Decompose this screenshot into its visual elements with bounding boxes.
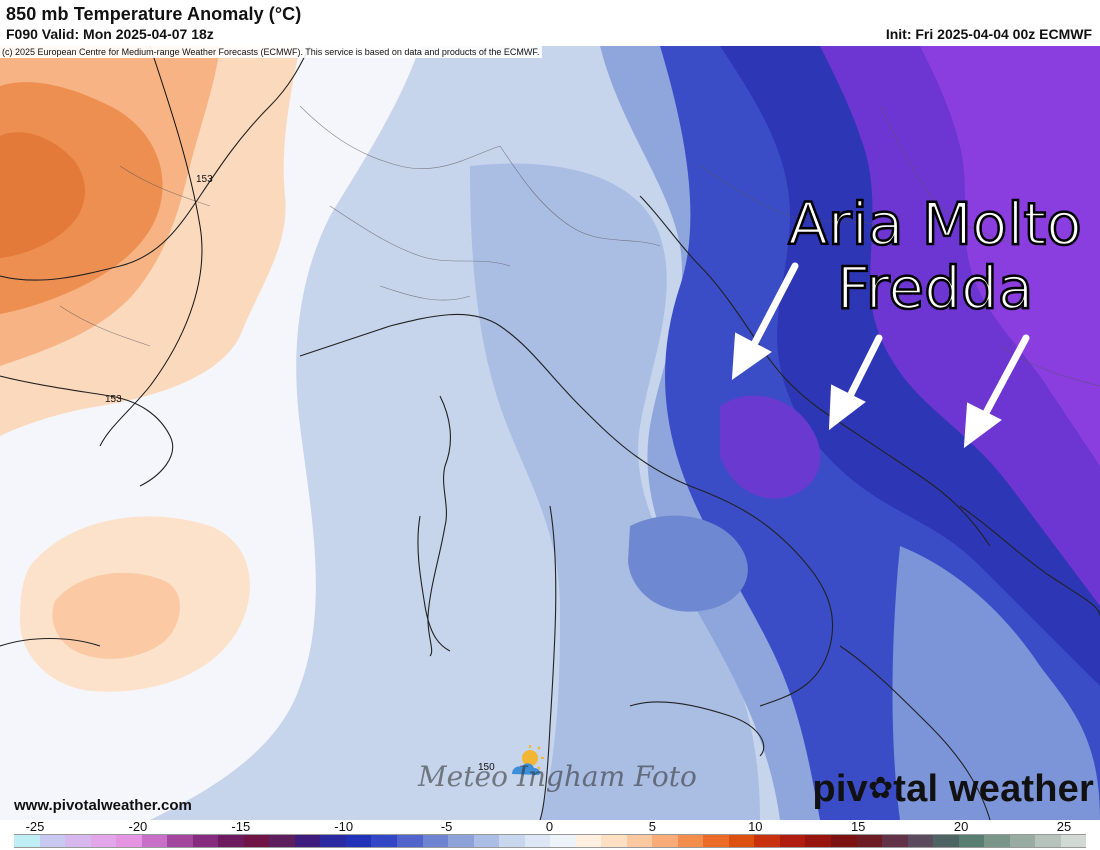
colorbar-swatch	[831, 835, 857, 847]
colorbar-swatch	[779, 835, 806, 847]
brand-text-right: tal weather	[893, 768, 1094, 810]
colorbar-swatch	[294, 835, 321, 847]
colorbar-swatch	[345, 835, 372, 847]
colorbar-swatch	[269, 835, 295, 847]
colorbar-swatch	[728, 835, 755, 847]
callout-line-1: Aria Molto	[787, 190, 1083, 258]
colorbar-swatch	[14, 835, 40, 847]
colorbar-tick-label: 15	[850, 819, 866, 834]
callout-line-2: Fredda	[835, 254, 1034, 322]
colorbar-swatch	[933, 835, 959, 847]
colorbar-swatch	[320, 835, 346, 847]
cold-air-callout: Aria Molto Fredda	[785, 190, 1085, 322]
contour-label: 150	[478, 762, 495, 773]
colorbar-swatch	[984, 835, 1010, 847]
colorbar-tick-label: 25	[1056, 819, 1072, 834]
colorbar-swatch	[601, 835, 627, 847]
colorbar-swatch	[652, 835, 678, 847]
colorbar-tick-label: 5	[648, 819, 657, 834]
colorbar-tick-label: -5	[440, 819, 453, 834]
colorbar-tick-label: -25	[25, 819, 45, 834]
colorbar-swatch	[703, 835, 729, 847]
map-title: 850 mb Temperature Anomaly (°C)	[6, 4, 302, 24]
colorbar-swatch	[422, 835, 449, 847]
colorbar	[14, 834, 1087, 848]
contour-label: 153	[196, 174, 213, 185]
colorbar-swatch	[371, 835, 397, 847]
colorbar-tick-label: -15	[231, 819, 251, 834]
watermark-text: Meteo Ingham Foto	[418, 760, 697, 793]
colorbar-swatch	[396, 835, 423, 847]
colorbar-tick-label: 10	[748, 819, 763, 834]
colorbar-swatch	[677, 835, 704, 847]
colorbar-swatch	[141, 835, 168, 847]
colorbar-swatch	[805, 835, 831, 847]
colorbar-swatch	[907, 835, 934, 847]
colorbar-swatch	[1009, 835, 1036, 847]
brand-logo: piv✿tal weather	[812, 768, 1094, 811]
colorbar-swatch	[575, 835, 602, 847]
gear-icon: ✿	[867, 772, 894, 805]
colorbar-swatch	[116, 835, 142, 847]
colorbar-swatch	[856, 835, 883, 847]
sun-cloud-icon	[512, 745, 544, 775]
colorbar-ticks: -25 -20 -15 -10 -5 0 5 10 15 20 25	[0, 819, 1100, 834]
colorbar-swatch	[243, 835, 270, 847]
brand-text-left: piv	[812, 768, 868, 810]
colorbar-swatch	[754, 835, 780, 847]
colorbar-tick-label: 0	[545, 819, 554, 834]
colorbar-swatch	[958, 835, 985, 847]
colorbar-swatch	[192, 835, 219, 847]
colorbar-swatch	[524, 835, 551, 847]
colorbar-swatch	[448, 835, 474, 847]
colorbar-swatch	[218, 835, 244, 847]
colorbar-swatch	[167, 835, 193, 847]
colorbar-swatch	[550, 835, 576, 847]
colorbar-tick-label: -20	[128, 819, 148, 834]
colorbar-swatch	[39, 835, 66, 847]
init-time: Init: Fri 2025-04-04 00z ECMWF	[885, 26, 1092, 42]
colorbar-tick-label: 20	[953, 819, 969, 834]
data-credit: (c) 2025 European Centre for Medium-rang…	[0, 46, 543, 58]
colorbar-swatch	[1060, 835, 1087, 847]
colorbar-swatch	[882, 835, 908, 847]
valid-time: F090 Valid: Mon 2025-04-07 18z	[6, 26, 214, 42]
colorbar-swatch	[65, 835, 91, 847]
site-url[interactable]: www.pivotalweather.com	[14, 797, 192, 814]
contour-label: 153	[105, 394, 122, 405]
colorbar-swatch	[473, 835, 500, 847]
colorbar-swatch	[1035, 835, 1061, 847]
colorbar-tick-label: -10	[334, 819, 354, 834]
colorbar-swatch	[499, 835, 525, 847]
anomaly-map[interactable]: 153 153 150	[0, 46, 1100, 820]
colorbar-swatch	[626, 835, 653, 847]
map-header: 850 mb Temperature Anomaly (°C) F090 Val…	[0, 0, 1100, 46]
colorbar-swatch	[90, 835, 117, 847]
